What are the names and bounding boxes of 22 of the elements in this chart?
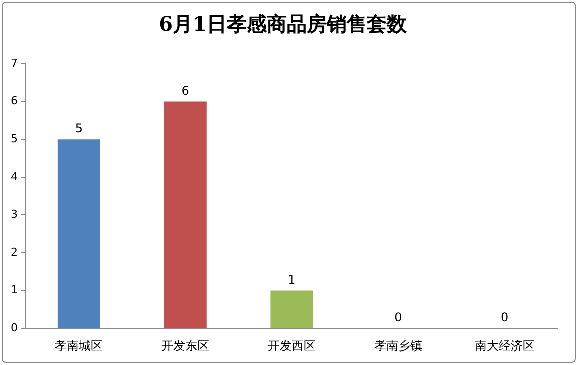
x-tick-label: 开发东区 (162, 338, 210, 353)
data-label: 5 (75, 122, 84, 136)
data-label: 0 (394, 310, 402, 325)
y-tick-label: 5 (11, 132, 18, 146)
x-tick-label: 南大经济区 (474, 338, 535, 353)
y-tick-label: 1 (11, 284, 18, 297)
bar (270, 290, 314, 328)
y-tick-label: 2 (11, 246, 18, 259)
y-tick-label: 6 (11, 94, 18, 108)
bar (164, 102, 207, 328)
y-tick-label: 4 (11, 170, 18, 184)
data-label: 6 (182, 84, 190, 98)
x-tick-label: 孝南乡镇 (374, 338, 422, 353)
y-tick-label: 7 (11, 56, 18, 70)
chart-title: 6月1日孝感商品房销售套数 (159, 12, 408, 36)
x-tick-label: 孝南城区 (55, 338, 104, 353)
y-tick-label: 3 (11, 208, 18, 222)
bar (58, 140, 100, 328)
data-label: 0 (500, 310, 509, 325)
x-tick-label: 开发西区 (268, 338, 316, 353)
data-label: 1 (288, 272, 296, 287)
y-tick-label: 0 (11, 321, 18, 334)
